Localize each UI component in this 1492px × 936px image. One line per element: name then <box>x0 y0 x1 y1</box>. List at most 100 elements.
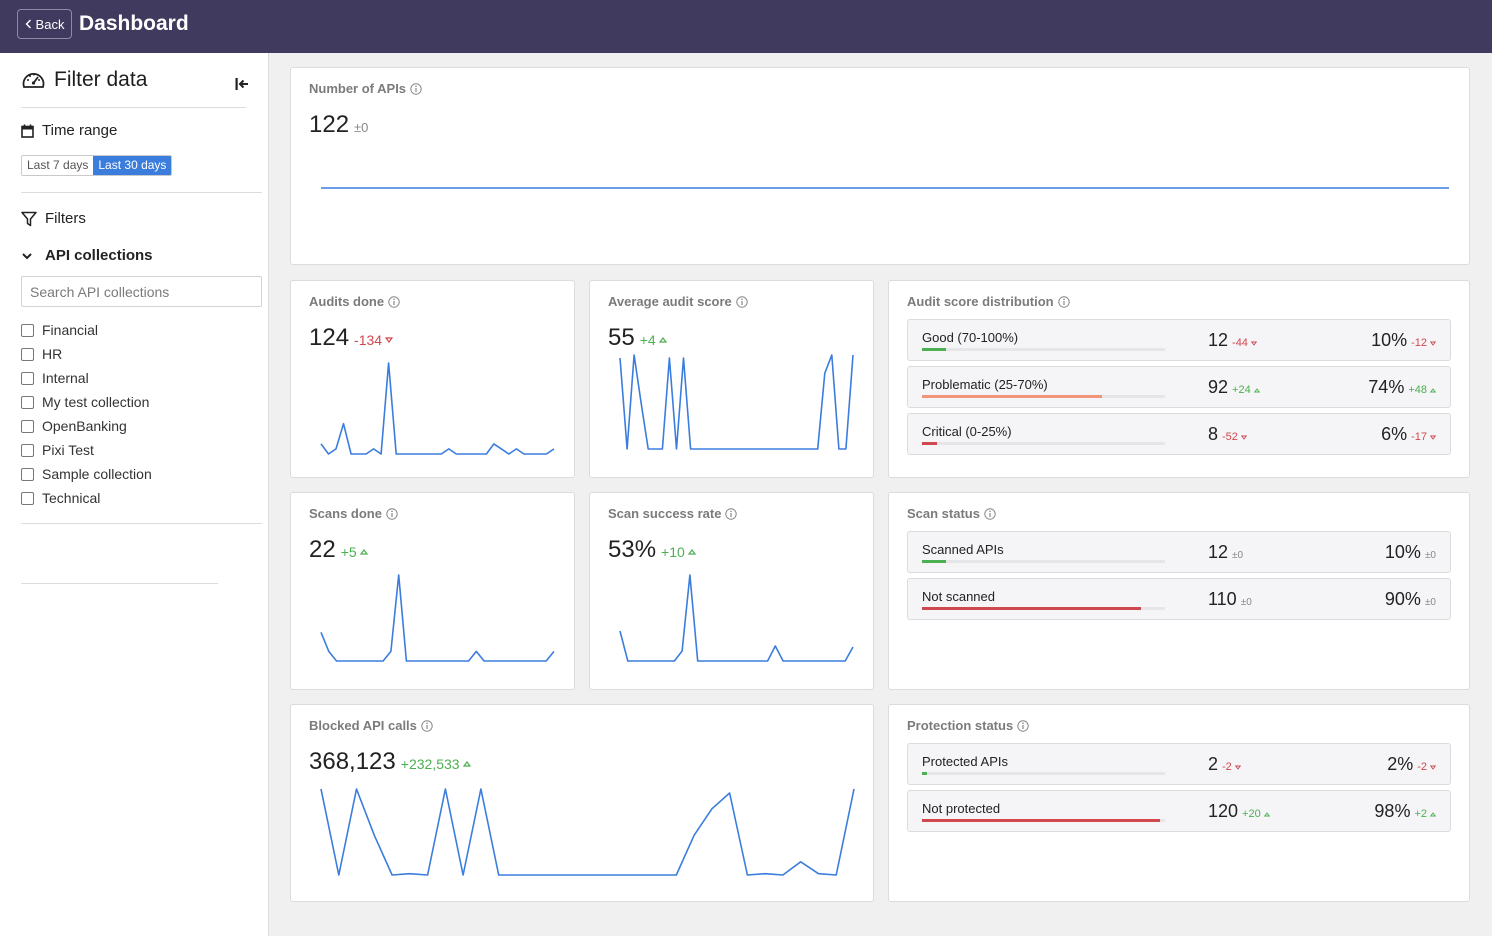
row-count: 2 -2 <box>1208 754 1241 775</box>
sparkline <box>320 362 555 455</box>
checkbox[interactable] <box>21 419 34 433</box>
info-icon[interactable] <box>725 507 738 520</box>
divider <box>21 192 262 193</box>
percent-value: 2% <box>1387 754 1414 774</box>
card-title: Audits done <box>309 294 400 309</box>
metric-value: 53% <box>608 536 657 563</box>
caret-up-icon <box>1430 811 1436 816</box>
percent-value: 6% <box>1381 424 1408 444</box>
row-percent: 6% -17 <box>1381 424 1436 445</box>
time-range-heading: Time range <box>21 122 117 139</box>
checkbox[interactable] <box>21 323 34 337</box>
info-icon[interactable] <box>1017 719 1029 732</box>
count-value: 92 <box>1208 377 1229 397</box>
checkbox[interactable] <box>21 395 34 409</box>
info-icon[interactable] <box>410 82 422 95</box>
collection-label: Sample collection <box>42 466 152 482</box>
metric: 22 +5 <box>309 536 368 564</box>
checkbox[interactable] <box>21 371 34 385</box>
collection-label: My test collection <box>42 394 150 410</box>
delta-text: -134 <box>354 332 383 348</box>
distribution-row: Scanned APIs 12 ±0 10% ±0 <box>907 531 1451 573</box>
collection-label: HR <box>42 346 63 362</box>
api-collections-toggle[interactable]: API collections <box>21 247 153 264</box>
count-delta: -2 <box>1222 761 1241 773</box>
card-title: Blocked API calls <box>309 718 433 733</box>
percent-delta: -2 <box>1417 761 1436 773</box>
delta-text: +232,533 <box>400 756 460 772</box>
card-title-text: Scans done <box>309 506 382 521</box>
checkbox[interactable] <box>21 467 34 481</box>
count-value: 12 <box>1208 330 1229 350</box>
delta-text: +20 <box>1242 808 1261 820</box>
metric-delta: +10 <box>661 544 696 560</box>
collection-item[interactable]: My test collection <box>21 390 152 414</box>
distribution-row: Good (70-100%) 12 -44 10% -12 <box>907 319 1451 361</box>
collection-item[interactable]: OpenBanking <box>21 414 152 438</box>
checkbox[interactable] <box>21 443 34 457</box>
metric-delta: -134 <box>354 332 394 348</box>
info-icon[interactable] <box>388 295 400 308</box>
collection-item[interactable]: Sample collection <box>21 462 152 486</box>
sparkline-series <box>619 574 854 662</box>
collection-item[interactable]: Internal <box>21 366 152 390</box>
filter-sidebar: Filter data Time range Last 7 days Last … <box>0 53 269 936</box>
divider <box>21 583 218 584</box>
info-icon[interactable] <box>736 295 748 308</box>
collection-item[interactable]: Pixi Test <box>21 438 152 462</box>
row-label: Critical (0-25%) <box>922 424 1012 439</box>
collection-item[interactable]: Technical <box>21 486 152 510</box>
progress-fill <box>922 395 1102 398</box>
count-delta: +24 <box>1232 384 1260 396</box>
protection-status-card: Protection status Protected APIs 2 -2 2% -2 N… <box>888 704 1470 902</box>
filters-label: Filters <box>45 210 86 227</box>
card-title: Protection status <box>907 718 1029 733</box>
search-collections-input[interactable] <box>21 276 262 307</box>
row-percent: 10% -12 <box>1371 330 1436 351</box>
chevron-down-icon <box>22 252 32 259</box>
collection-item[interactable]: HR <box>21 342 152 366</box>
metric-value: 368,123 <box>309 748 396 775</box>
row-label: Scanned APIs <box>922 542 1004 557</box>
info-icon[interactable] <box>1057 295 1070 308</box>
chevron-left-icon <box>25 19 31 29</box>
metric-delta: +4 <box>640 332 667 348</box>
collection-item[interactable]: Financial <box>21 318 152 342</box>
sparkline-series <box>320 574 555 662</box>
card-title-text: Protection status <box>907 718 1014 733</box>
percent-value: 74% <box>1368 377 1405 397</box>
caret-down-icon <box>385 337 394 343</box>
collapse-sidebar-icon[interactable] <box>235 78 249 90</box>
checkbox[interactable] <box>21 347 34 361</box>
progress-track <box>922 607 1165 610</box>
card-title-text: Audit score distribution <box>907 294 1054 309</box>
percent-value: 90% <box>1384 589 1421 609</box>
time-range-option-7[interactable]: Last 7 days <box>22 156 94 175</box>
divider <box>21 107 246 108</box>
audits-done-card: Audits done 124 -134 <box>290 280 575 478</box>
collection-label: OpenBanking <box>42 418 127 434</box>
collection-label: Financial <box>42 322 99 338</box>
card-title-text: Average audit score <box>608 294 732 309</box>
back-button-label: Back <box>35 16 65 32</box>
checkbox[interactable] <box>21 491 34 505</box>
metric: 55 +4 <box>608 324 667 352</box>
number-of-apis-card: Number of APIs 122 ±0 <box>290 67 1470 265</box>
percent-delta: -17 <box>1411 431 1436 443</box>
metric-delta: +232,533 <box>401 756 471 772</box>
info-icon[interactable] <box>984 507 996 520</box>
sparkline <box>320 574 555 662</box>
back-button[interactable]: Back <box>17 9 72 39</box>
delta-text: +4 <box>639 332 656 348</box>
caret-up-icon <box>462 761 471 767</box>
caret-up-icon <box>1253 387 1260 392</box>
distribution-row: Problematic (25-70%) 92 +24 74% +48 <box>907 366 1451 408</box>
info-icon[interactable] <box>421 719 433 732</box>
metric-delta: +5 <box>341 544 368 560</box>
info-icon[interactable] <box>386 507 398 520</box>
time-range-option-30[interactable]: Last 30 days <box>93 156 172 175</box>
count-delta: +20 <box>1242 808 1270 820</box>
card-title: Average audit score <box>608 294 748 309</box>
caret-down-icon <box>1430 435 1436 440</box>
count-value: 110 <box>1208 589 1237 609</box>
